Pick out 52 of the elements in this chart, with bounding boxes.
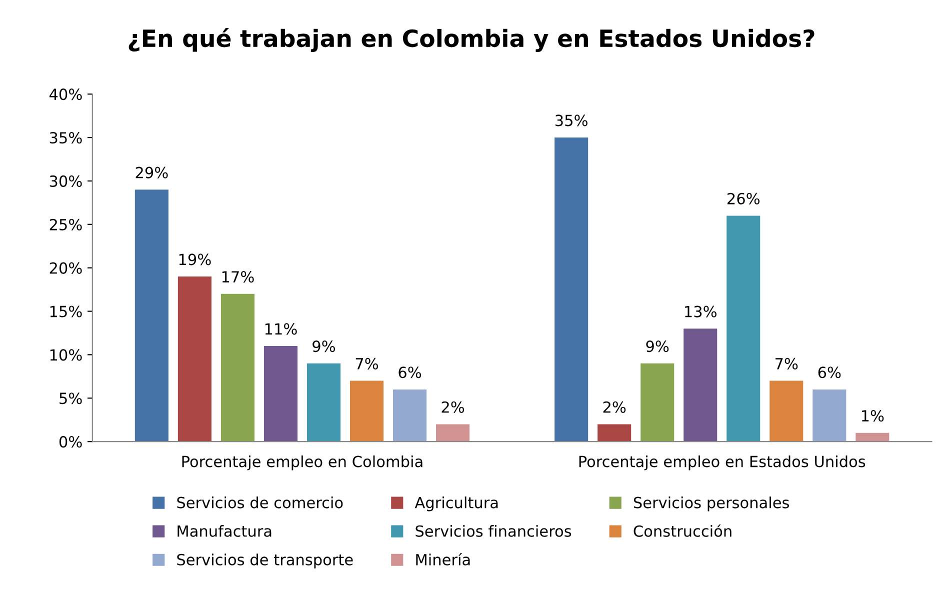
- y-tick-label: 40%: [49, 88, 82, 100]
- bar: [554, 138, 588, 442]
- data-label: 29%: [136, 166, 168, 178]
- legend-label: Construcción: [634, 524, 732, 537]
- data-label: 2%: [442, 401, 464, 413]
- data-label: 26%: [728, 192, 760, 204]
- bar: [684, 328, 718, 442]
- bar: [856, 432, 890, 442]
- y-tick-label: 25%: [50, 218, 82, 230]
- chart-title: ¿En qué trabajan en Colombia y en Estados Unidos?: [128, 28, 814, 52]
- bar: [812, 389, 846, 442]
- legend-label: Servicios de comercio: [177, 496, 343, 508]
- legend-label: Minería: [416, 552, 470, 566]
- bar: [392, 389, 427, 442]
- legend-label: Manufactura: [178, 525, 272, 537]
- legend-label: Agricultura: [414, 496, 498, 512]
- bar: [598, 424, 632, 442]
- x-tick-label: Porcentaje empleo en Colombia: [182, 455, 422, 470]
- bar: [350, 380, 384, 442]
- y-tick-label: 30%: [50, 175, 82, 187]
- bar: [436, 424, 470, 442]
- bar: [726, 216, 760, 442]
- x-tick-label: Porcentaje empleo en Estados Unidos: [579, 455, 866, 470]
- bar: [134, 190, 168, 442]
- data-label: 19%: [179, 254, 211, 266]
- legend-label: Servicios financieros: [416, 525, 572, 537]
- data-label: 6%: [818, 366, 841, 378]
- bar: [178, 276, 212, 442]
- data-label: 6%: [398, 366, 422, 378]
- y-tick-label: 20%: [50, 262, 82, 274]
- legend-label: Servicios personales: [634, 496, 789, 512]
- data-label: 17%: [222, 271, 254, 283]
- data-label: 9%: [312, 340, 336, 352]
- bar: [220, 294, 254, 442]
- data-label: 13%: [685, 306, 716, 318]
- bar: [306, 363, 341, 442]
- legend-label: Servicios de transporte: [177, 554, 353, 568]
- y-tick-label: 5%: [60, 392, 82, 404]
- data-label: 7%: [356, 358, 378, 370]
- bar: [770, 380, 804, 442]
- y-tick-label: 0%: [59, 436, 82, 448]
- data-label: 7%: [776, 358, 798, 370]
- data-label: 1%: [862, 410, 884, 422]
- y-tick-label: 15%: [50, 306, 82, 318]
- y-tick-label: 10%: [50, 349, 82, 361]
- data-label: 11%: [265, 323, 297, 335]
- bar: [640, 363, 674, 442]
- y-tick-label: 35%: [50, 132, 82, 144]
- data-label: 9%: [646, 340, 669, 352]
- data-label: 35%: [556, 114, 588, 126]
- data-label: 2%: [603, 401, 626, 413]
- bar: [264, 346, 298, 442]
